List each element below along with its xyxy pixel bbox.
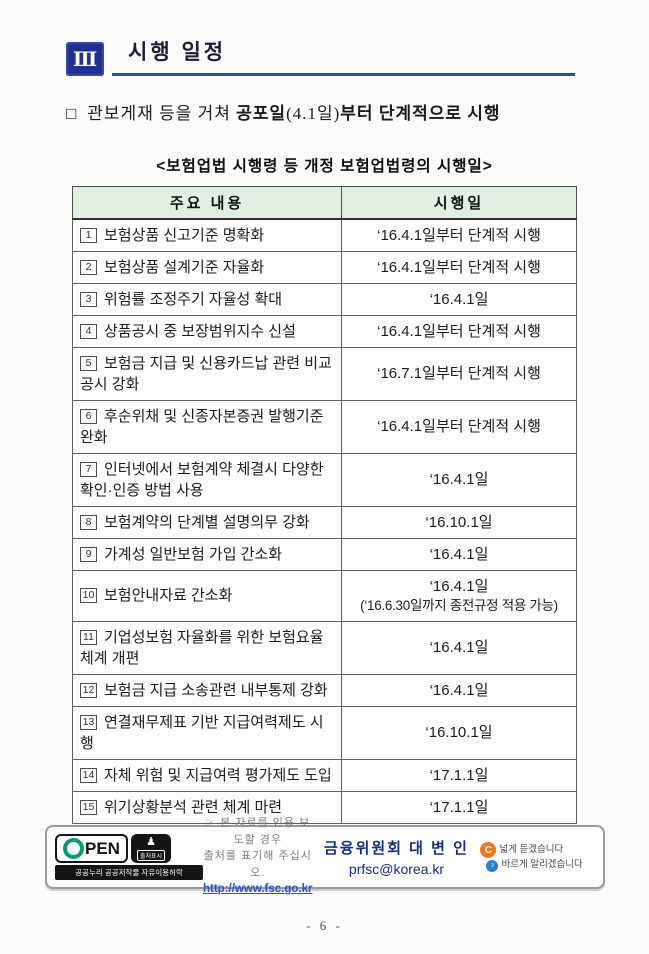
- source-mark-label: 출처표시: [136, 849, 166, 861]
- org-contact-block: 금융위원회 대 변 인 prfsc@korea.kr: [312, 837, 480, 877]
- row-date: ‘16.4.1일: [429, 681, 489, 699]
- row-number: 2: [80, 259, 97, 275]
- schedule-table: 주요 내용 시행일 1 보험상품 신고기준 명확화 ‘16.4.1일부터 단계적 …: [72, 185, 577, 824]
- row-content: 가계성 일반보험 가입 간소화: [104, 545, 283, 563]
- row-date: ‘16.4.1일부터 단계적 시행: [377, 226, 541, 244]
- ear-icon: C: [480, 842, 497, 859]
- org-email: prfsc@korea.kr: [348, 861, 445, 877]
- row-date: ‘16.4.1일부터 단계적 시행: [377, 258, 541, 276]
- row-number: 3: [80, 291, 97, 307]
- open-o-icon: [63, 838, 84, 859]
- citation-block: ☞ 본 자료를 인용 보도할 경우 출처를 표기해 주십시오. http://w…: [203, 815, 312, 898]
- person-icon: ♟: [146, 836, 156, 849]
- row-number: 5: [80, 355, 97, 371]
- kogl-banner-text: 공공누리 공공저작물 자유이용허락: [55, 865, 203, 880]
- row-number: 12: [80, 682, 97, 698]
- table-body: 1 보험상품 신고기준 명확화 ‘16.4.1일부터 단계적 시행 2 보험상품 설…: [72, 218, 577, 824]
- row-number: 13: [80, 714, 97, 730]
- kogl-open-logo: PEN ♟ 출처표시 공공누리 공공저작물 자유이용허락: [55, 834, 203, 880]
- row-content: 위기상황분석 관련 체계 마련: [104, 798, 283, 816]
- intro-text-start: 관보게재 등을 거쳐: [87, 104, 237, 123]
- page-number: - 6 -: [306, 918, 343, 933]
- fsc-url-link[interactable]: http://www.fsc.go.kr: [203, 883, 313, 896]
- section-number-badge: Ⅲ: [66, 42, 104, 76]
- open-logo-badge: PEN: [55, 834, 128, 863]
- table-header-row: 주요 내용 시행일: [72, 185, 577, 220]
- table-row: 4 상품공시 중 보장범위지수 신설 ‘16.4.1일부터 단계적 시행: [72, 314, 577, 348]
- row-date-note: (‘16.6.30일까지 종전규정 적용 가능): [360, 597, 558, 613]
- table-row: 15 위기상황분석 관련 체계 마련 ‘17.1.1일: [72, 790, 577, 824]
- header-main-content: 주요 내용: [72, 185, 342, 220]
- row-date: ‘16.10.1일: [425, 513, 493, 531]
- footer-banner: PEN ♟ 출처표시 공공누리 공공저작물 자유이용허락 ☞ 본 자료를 인용 …: [45, 817, 605, 895]
- intro-line: □ 관보게재 등을 거쳐 공포일(4.1일)부터 단계적으로 시행: [66, 102, 589, 126]
- slogan-block: C 넓게 듣겠습니다 ♪ 바르게 알리겠습니다: [480, 841, 598, 872]
- row-content: 후순위채 및 신종자본증권 발행기준 완화: [80, 407, 324, 446]
- section-title: 시행 일정: [128, 41, 227, 64]
- row-number: 9: [80, 546, 97, 562]
- row-number: 11: [80, 629, 97, 645]
- square-bullet-icon: □: [66, 104, 78, 123]
- row-content: 자체 위험 및 지급여력 평가제도 도입: [104, 766, 332, 784]
- row-date: ‘16.7.1일부터 단계적 시행: [377, 365, 541, 383]
- row-date: ‘17.1.1일: [429, 798, 489, 816]
- row-date: ‘16.10.1일: [425, 724, 493, 742]
- table-row: 8 보험계약의 단계별 설명의무 강화 ‘16.10.1일: [72, 505, 577, 539]
- row-date: ‘16.4.1일: [429, 577, 489, 595]
- table-row: 3 위험률 조정주기 자율성 확대 ‘16.4.1일: [72, 282, 577, 316]
- intro-bold-promulgation: 공포일: [236, 104, 287, 123]
- open-logo-text: PEN: [85, 838, 120, 858]
- citation-line2: 출처를 표기해 주십시오.: [203, 850, 312, 879]
- row-number: 8: [80, 514, 97, 530]
- row-date: ‘17.1.1일: [429, 766, 489, 784]
- slogan-inform: 바르게 알리겠습니다: [501, 859, 583, 871]
- speaker-icon: ♪: [486, 859, 499, 872]
- table-title: <보험업법 시행령 등 개정 보험업법령의 시행일>: [156, 157, 493, 175]
- table-row: 11 기업성보험 자율화를 위한 보험요율 체계 개편 ‘16.4.1일: [72, 620, 577, 675]
- row-content: 위험률 조정주기 자율성 확대: [104, 290, 283, 308]
- row-date: ‘16.4.1일부터 단계적 시행: [377, 322, 541, 340]
- slogan-listen: 넓게 듣겠습니다: [499, 844, 564, 856]
- row-number: 14: [80, 767, 97, 783]
- row-date: ‘16.4.1일: [429, 545, 489, 563]
- row-number: 15: [80, 799, 97, 815]
- table-row: 2 보험상품 설계기준 자율화 ‘16.4.1일부터 단계적 시행: [72, 250, 577, 284]
- section-header: Ⅲ 시행 일정: [66, 36, 575, 76]
- row-number: 7: [80, 461, 97, 477]
- source-mark-badge: ♟ 출처표시: [130, 834, 172, 863]
- table-row: 1 보험상품 신고기준 명확화 ‘16.4.1일부터 단계적 시행: [72, 218, 577, 252]
- row-number: 6: [80, 408, 97, 424]
- table-row: 9 가계성 일반보험 가입 간소화 ‘16.4.1일: [72, 537, 577, 571]
- table-row: 7 인터넷에서 보험계약 체결시 다양한 확인·인증 방법 사용 ‘16.4.1일: [72, 452, 577, 507]
- table-row: 14 자체 위험 및 지급여력 평가제도 도입 ‘17.1.1일: [72, 758, 577, 792]
- row-content: 상품공시 중 보장범위지수 신설: [104, 322, 296, 340]
- intro-bold-phased: 부터 단계적으로 시행: [340, 104, 501, 123]
- intro-paren-date: (4.1일): [286, 104, 341, 123]
- table-row: 5 보험금 지급 및 신용카드납 관련 비교 공시 강화 ‘16.7.1일부터 단…: [72, 346, 577, 401]
- table-row: 6 후순위채 및 신종자본증권 발행기준 완화 ‘16.4.1일부터 단계적 시행: [72, 399, 577, 454]
- row-number: 4: [80, 323, 97, 339]
- row-date: ‘16.4.1일: [429, 639, 489, 657]
- row-content: 인터넷에서 보험계약 체결시 다양한 확인·인증 방법 사용: [80, 460, 324, 499]
- header-effective-date: 시행일: [341, 185, 577, 220]
- row-date: ‘16.4.1일: [429, 290, 489, 308]
- row-content: 보험금 지급 소송관련 내부통제 강화: [104, 681, 328, 699]
- table-row: 10 보험안내자료 간소화 ‘16.4.1일 (‘16.6.30일까지 종전규정 …: [72, 569, 577, 622]
- row-content: 보험금 지급 및 신용카드납 관련 비교 공시 강화: [80, 354, 332, 393]
- row-content: 보험상품 신고기준 명확화: [104, 226, 265, 244]
- table-row: 13 연결재무제표 기반 지급여력제도 시행 ‘16.10.1일: [72, 705, 577, 760]
- row-number: 1: [80, 227, 97, 243]
- citation-line1: ☞ 본 자료를 인용 보도할 경우: [205, 817, 311, 846]
- row-date: ‘16.4.1일: [429, 471, 489, 489]
- table-row: 12 보험금 지급 소송관련 내부통제 강화 ‘16.4.1일: [72, 673, 577, 707]
- row-content: 보험안내자료 간소화: [104, 587, 233, 605]
- row-content: 기업성보험 자율화를 위한 보험요율 체계 개편: [80, 628, 324, 667]
- row-content: 보험계약의 단계별 설명의무 강화: [104, 513, 310, 531]
- row-number: 10: [80, 588, 97, 604]
- org-name: 금융위원회 대 변 인: [324, 840, 469, 857]
- row-date: ‘16.4.1일부터 단계적 시행: [377, 418, 541, 436]
- section-title-underline: 시행 일정: [112, 36, 575, 76]
- row-content: 연결재무제표 기반 지급여력제도 시행: [80, 713, 324, 752]
- row-content: 보험상품 설계기준 자율화: [104, 258, 265, 276]
